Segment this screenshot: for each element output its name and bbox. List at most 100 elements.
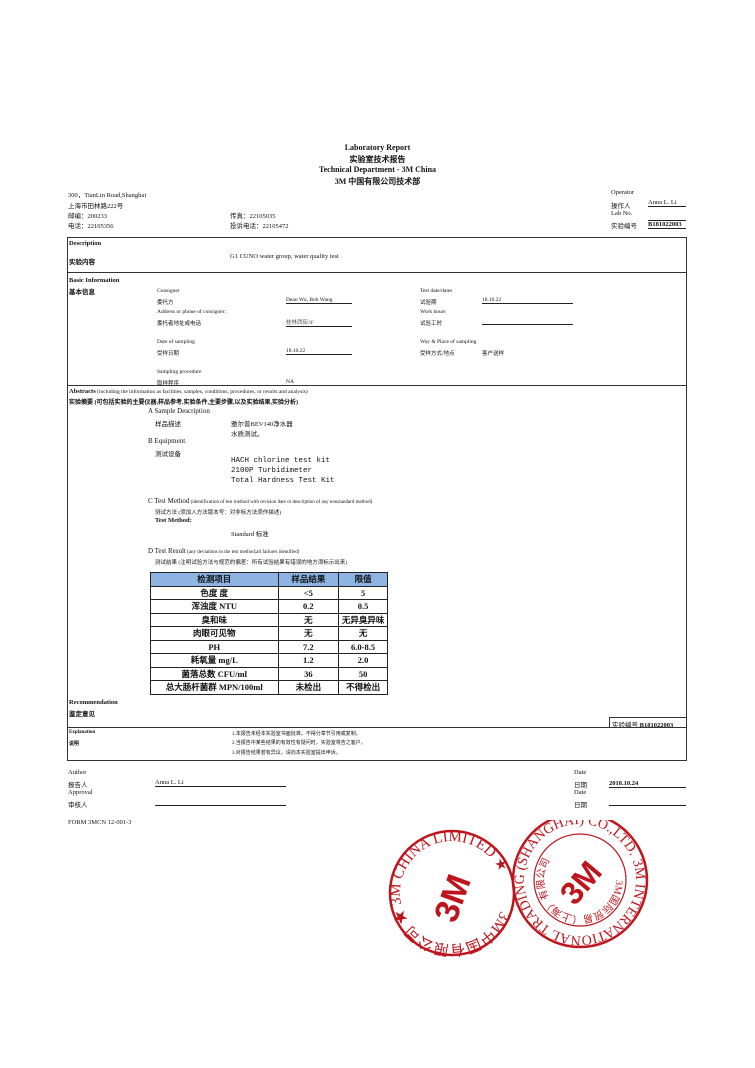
results-table: 检测项目 样品结果 限值 色度 度 <5 5 浑浊度 NTU 0.2 0.5 臭和味无无异臭… (150, 572, 388, 695)
zip: 邮编：200233 (68, 213, 107, 220)
operator-label: Operator (611, 189, 635, 196)
tel: 电话：22105356 (68, 223, 114, 230)
approval-date-label-cn: 日期 (574, 802, 587, 809)
item-cell: 肉眼可见物 (150, 626, 279, 641)
result-cell: 无 (277, 612, 340, 627)
test-result-note: (any deviations to the test method;all f… (187, 550, 300, 555)
explanation-section (67, 727, 687, 761)
lab-no-label-cn: 实验编号 (611, 223, 637, 230)
address-label-cn: 委托者地址或电话 (157, 321, 202, 327)
test-method-note: (identification of test method with revi… (190, 500, 373, 505)
author-label: Author (68, 769, 87, 776)
approval-label-cn: 审核人 (68, 802, 88, 809)
consigner-label-cn: 委托方 (157, 300, 174, 306)
description-value: G1 CUNO water group, water quality test (230, 253, 339, 260)
operator-label-cn: 操作人 (611, 203, 631, 210)
test-result-label: D Test Result (148, 547, 186, 555)
table-row: 肉眼可见物无无 (150, 626, 388, 641)
table-row: 浑浊度 NTU 0.2 0.5 (150, 599, 388, 614)
table-row: 臭和味无无异臭异味 (150, 612, 388, 627)
way-label: Way & Place of sampling (420, 339, 477, 345)
result-cell: 无 (277, 626, 340, 641)
abstracts-label-cn: 实验摘要 (可包括实验的主要仪器,样品参考,实验条件,主要步骤,以及实验结果,实… (69, 400, 298, 406)
sample-description-label-cn: 样品描述 (155, 421, 181, 428)
item-cell: 色度 度 (150, 585, 279, 600)
explanation-label-cn: 说明 (69, 742, 80, 747)
equipment-item: Total Hardness Test Kit (231, 477, 335, 485)
date-sampling-label: Date of sampling (157, 339, 195, 345)
address-line1: 300，TianLin Road,Shanghai (68, 192, 147, 199)
header-result: 样品结果 (277, 572, 340, 587)
limit-cell: 无异臭异味 (338, 612, 388, 627)
complaint-tel: 投诉电话：22105472 (230, 223, 289, 230)
date-sampling-label-cn: 受样日期 (157, 351, 180, 357)
test-result-label-cn: 测试结果 (注明试验方法与规范的偏差：所有试验结果有错误的地方须标示出来) (155, 560, 348, 566)
consigner-value: Dean Wu, Bob Wang (286, 297, 352, 304)
test-method-value: Standard 标准 (231, 531, 269, 538)
dept-en: Technical Department - 3M China (318, 165, 437, 174)
form-number: FORM 3MCN 12-001-3 (68, 819, 132, 826)
limit-cell: 0.5 (338, 599, 388, 614)
test-method-label: C Test Method (148, 497, 190, 505)
item-cell: 菌落总数 CFU/ml (150, 666, 279, 681)
table-row: 总大肠杆菌群 MPN/100ml 未检出 不得检出 (150, 680, 388, 695)
table-row: 色度 度 <5 5 (150, 585, 388, 600)
test-method-sublabel: Test Method: (155, 517, 192, 524)
procedure-label-cn: 取样程序 (157, 381, 180, 387)
way-value: 客户送样 (482, 351, 505, 357)
basic-info-label: Basic Information (69, 277, 120, 284)
item-cell: 耗氧量 mg/L (150, 653, 279, 668)
equipment-item: 2100P Turbidimeter (231, 467, 313, 475)
consigner-label: Consigner (157, 288, 180, 294)
table-header-row: 检测项目 样品结果 限值 (150, 572, 388, 587)
explanation-item: 3.对报告结果若有异议，请向本实验室提出申诉。 (232, 751, 341, 756)
work-hours-label-cn: 试验工时 (420, 321, 443, 327)
recommendation-label-cn: 鉴定意见 (69, 711, 95, 718)
result-cell: 未检出 (277, 680, 340, 695)
lab-no-label: Lab No. (611, 210, 633, 217)
item-cell: PH (150, 639, 279, 654)
header-item: 检测项目 (150, 572, 279, 587)
description-label: Description (69, 240, 102, 247)
fax: 传真：22105035 (230, 213, 276, 220)
date-label-cn: 日期 (574, 782, 587, 789)
explanation-item: 2.当报告中某些结果的有效性有疑问时，实验室将告之客户。 (232, 741, 366, 746)
lab-no: B181022003 (639, 722, 674, 729)
address-label: Address or phone of consigner: (157, 309, 227, 315)
limit-cell: 不得检出 (338, 680, 388, 695)
procedure-value: NA (286, 379, 294, 385)
approval-date-line (609, 798, 686, 806)
result-cell: 1.2 (277, 653, 340, 668)
way-label-cn: 受样方式/地点 (420, 351, 455, 357)
seal-3m-trading (511, 820, 649, 949)
recommendation-label: Recommendation (69, 699, 118, 706)
result-cell: 0.2 (277, 599, 340, 614)
date-label: Date (574, 769, 587, 776)
sample-description-label: A Sample Description (148, 407, 210, 415)
table-row: PH 7.2 6.0-8.5 (150, 639, 388, 654)
result-cell: 7.2 (277, 639, 340, 654)
approval-signature-line (155, 798, 286, 806)
approval-date-label: Date (574, 789, 587, 796)
equipment-item: HACH chlorine test kit (231, 457, 331, 465)
work-hours-label: Work hours (420, 309, 446, 315)
sample-description-value2: 水质测试。 (231, 431, 264, 438)
basic-info-label-cn: 基本信息 (69, 289, 95, 296)
limit-cell: 6.0-8.5 (338, 639, 388, 654)
item-cell: 总大肠杆菌群 MPN/100ml (150, 680, 279, 695)
limit-cell: 无 (338, 626, 388, 641)
abstracts-note: (including the information as facilities… (97, 389, 308, 395)
title-cn: 实验室技术报告 (349, 155, 406, 164)
description-section (67, 237, 687, 273)
limit-cell: 5 (338, 585, 388, 600)
work-hours-value (482, 318, 573, 325)
test-date-label: Test date/dates (420, 288, 453, 294)
test-date-label-cn: 试验期 (420, 300, 437, 306)
result-cell: 36 (277, 666, 340, 681)
test-method-label-cn: 测试方法 (须加入方法版本号：对非标方法须作描述) (155, 510, 282, 516)
description-label-cn: 实验内容 (69, 259, 95, 266)
equipment-label-cn: 测试设备 (155, 451, 181, 458)
item-cell: 浑浊度 NTU (150, 599, 279, 614)
lab-no-label-cn: 实验编号 (612, 722, 638, 729)
author-label-cn: 报告人 (68, 782, 88, 789)
